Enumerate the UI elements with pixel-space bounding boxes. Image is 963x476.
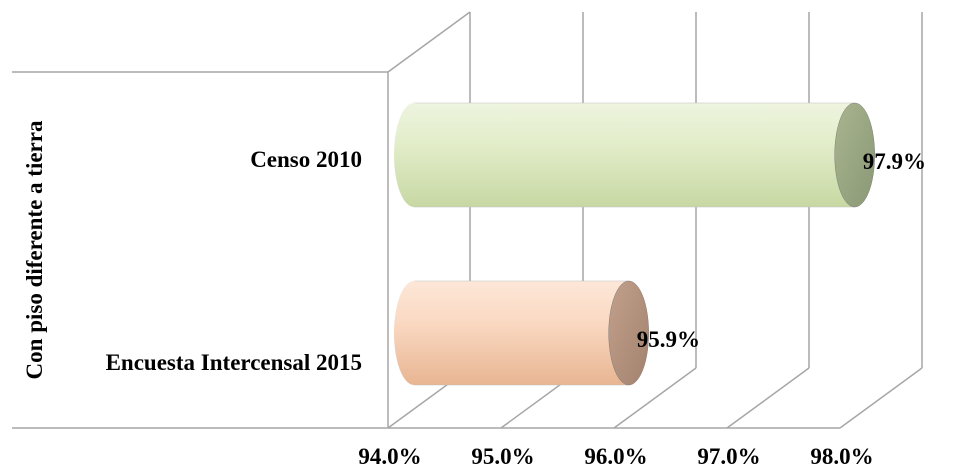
- gridline-floor: [613, 367, 697, 429]
- gridline-floor: [839, 367, 923, 429]
- data-label: 95.9%: [637, 327, 700, 352]
- data-label: 97.9%: [863, 149, 926, 174]
- x-tick-label: 97.0%: [697, 444, 760, 469]
- bar-start-cap: [394, 281, 434, 385]
- category-label: Censo 2010: [250, 147, 362, 172]
- x-tick-label: 94.0%: [358, 444, 421, 469]
- group-axis-label: Con piso diferente a tierra: [22, 120, 47, 379]
- labels-layer: 97.9% Censo 2010 95.9% Encuesta Intercensal…: [22, 120, 926, 469]
- side-wall-top-edge: [387, 11, 471, 73]
- bar-body: [413, 280, 629, 386]
- gridline-floor: [726, 367, 810, 429]
- x-tick-label: 98.0%: [810, 444, 873, 469]
- x-tick-label: 96.0%: [584, 444, 647, 469]
- bar-body: [413, 102, 855, 208]
- bars-layer: [394, 102, 875, 386]
- bar-start-cap: [394, 103, 434, 207]
- x-tick-label: 95.0%: [471, 444, 534, 469]
- bar-end-cap: [834, 102, 875, 208]
- bar-end-cap: [608, 280, 649, 386]
- category-label: Encuesta Intercensal 2015: [106, 350, 362, 375]
